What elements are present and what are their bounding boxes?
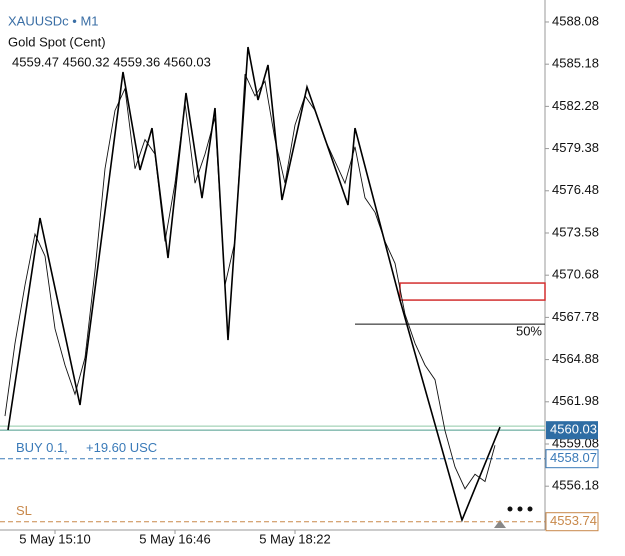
y-tick-label: 4588.08 — [552, 13, 599, 28]
y-tick-label: 4570.68 — [552, 267, 599, 282]
y-tick-label: 4564.88 — [552, 351, 599, 366]
sl-label: SL — [16, 503, 32, 518]
y-tick-label: 4559.08 — [552, 435, 599, 450]
y-tick-label: 4567.78 — [552, 309, 599, 324]
price-tag-bg — [546, 421, 598, 440]
fib-label: 50% — [516, 324, 542, 339]
y-tick-label: 4561.98 — [552, 393, 599, 408]
zigzag — [7, 46, 501, 523]
zone — [399, 282, 546, 301]
x-tick-label: 5 May 16:46 — [139, 531, 211, 546]
y-tick-label: 4585.18 — [552, 56, 599, 71]
scroll-marker — [494, 520, 506, 528]
ohlc: 4559.47 4560.32 4559.36 4560.03 — [12, 54, 211, 69]
menu-dots — [507, 506, 533, 512]
y-tick-label: 4582.28 — [552, 98, 599, 113]
buy-tag: 4558.07 — [550, 450, 597, 465]
chart-title: Gold Spot (Cent) — [8, 34, 106, 49]
y-tick-label: 4576.48 — [552, 182, 599, 197]
y-tick-label: 4579.38 — [552, 140, 599, 155]
sl-tag: 4553.74 — [550, 513, 597, 528]
x-tick-label: 5 May 15:10 — [19, 531, 91, 546]
sl-tag-bg — [545, 512, 599, 532]
buy-tag-bg — [545, 449, 599, 469]
symbol: XAUUSDc • M1 — [8, 13, 99, 28]
y-tick-label: 4556.18 — [552, 478, 599, 493]
price-tag: 4560.03 — [550, 422, 597, 437]
buy-profit: +19.60 USC — [86, 440, 157, 455]
price-series — [4, 73, 496, 490]
x-tick-label: 5 May 18:22 — [259, 531, 331, 546]
buy-label: BUY 0.1, — [16, 440, 68, 455]
y-tick-label: 4573.58 — [552, 224, 599, 239]
